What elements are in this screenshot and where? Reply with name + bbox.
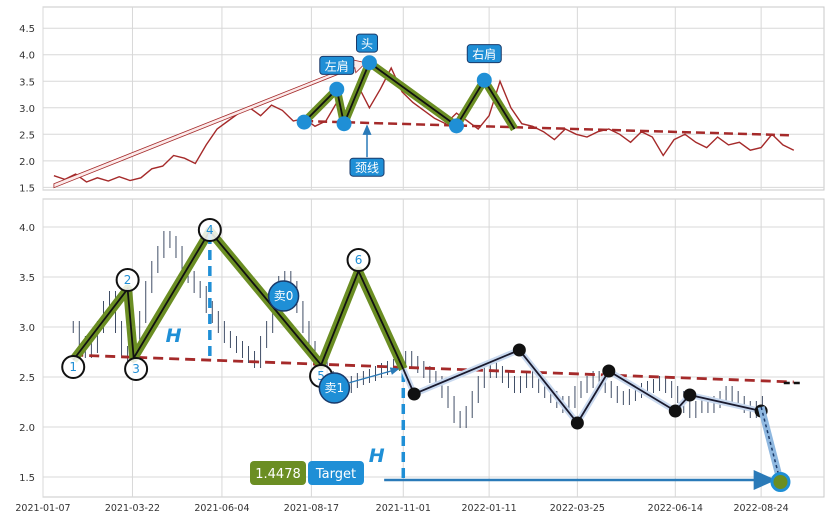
post-pattern-point [668,404,682,418]
post-pattern-point [570,416,584,430]
x-tick-label: 2022-01-11 [462,503,517,514]
pattern-point-label: 3 [132,362,140,376]
right-shoulder-label: 右肩 [472,47,496,62]
bottom-grid [42,199,824,497]
bottom-y-tick-label: 4.0 [19,223,35,234]
neckline-label-box [349,157,385,177]
post-pattern-point [602,364,616,378]
post-pattern-point [512,343,526,357]
top-plot-frame [42,6,825,191]
pattern-point-label: 6 [355,253,363,267]
sell-marker-label: 卖1 [325,381,345,395]
height-labels: HH [166,325,385,467]
projection-line [760,406,782,483]
pattern-point-label: 5 [317,369,325,383]
bottom-y-tick-label: 3.5 [19,273,35,284]
height-label: H [369,445,385,467]
target-label-box [308,461,364,485]
neckline-label: 颈线 [355,161,379,175]
top-y-tick-label: 4.0 [19,51,35,62]
pattern-point-3 [124,357,149,381]
pattern-point-2 [115,268,140,292]
target-label: Target [315,467,356,482]
x-tick-label: 2022-06-14 [648,503,703,514]
sell-marker-1 [318,372,351,404]
bottom-y-axis: 1.5 2.0 2.5 3.0 3.5 4.0 [19,223,35,484]
top-pattern-point [476,72,492,88]
bottom-neckline-line [73,353,794,384]
bottom-plot-frame [42,198,825,498]
left-shoulder-label-box [319,55,355,75]
x-tick-label: 2021-01-07 [15,503,70,514]
x-tick-label: 2022-03-25 [550,503,605,514]
top-pattern-point [361,55,377,71]
top-pattern-point [329,81,345,97]
top-pattern-point [296,114,312,130]
x-tick-label: 2022-08-24 [734,503,789,514]
pattern-points: 1 2 3 4 5 6 [61,218,371,388]
pattern-point-label: 4 [206,223,214,237]
height-lines [208,234,406,481]
pattern-point-6 [346,248,371,272]
top-y-tick-label: 1.5 [19,183,35,194]
top-pattern-markers [296,55,492,134]
pattern-point-label: 1 [69,360,77,374]
post-pattern-point [407,387,421,401]
top-grid [42,7,824,190]
post-pattern [400,343,768,430]
x-tick-label: 2021-08-17 [284,503,339,514]
top-neckline-line [304,119,794,137]
height-label: H [166,325,182,347]
top-price-line [53,66,795,183]
top-y-tick-label: 2.5 [19,130,35,141]
pattern-point-label: 2 [124,273,132,287]
top-y-axis: 1.5 2.0 2.5 3.0 3.5 4.0 4.5 [19,24,35,194]
target-end-marker [770,472,791,492]
head-label: 头 [361,37,373,51]
x-tick-label: 2021-03-22 [105,503,160,514]
left-shoulder-label: 左肩 [325,58,349,73]
post-pattern-point [683,388,697,402]
top-y-tick-label: 3.5 [19,77,35,88]
sell1-pointer [348,367,400,384]
top-y-tick-label: 4.5 [19,24,35,35]
pattern-point-1 [61,355,86,379]
top-neckline [304,119,794,137]
top-pattern-point [336,116,352,132]
bottom-x-axis: 2021-01-07 2021-03-22 2021-06-04 2021-08-17… [15,503,788,514]
top-y-tick-label: 2.0 [19,157,35,168]
bottom-y-tick-label: 2.5 [19,373,35,384]
right-shoulder-label-box [466,44,502,64]
x-tick-label: 2021-11-01 [376,503,431,514]
bottom-neckline [73,353,794,384]
head-label-box [356,33,379,53]
projection [757,381,804,483]
top-y-tick-label: 3.0 [19,104,35,115]
target-value: 1.4478 [255,467,301,482]
bottom-y-tick-label: 2.0 [19,423,35,434]
sell-marker-label: 卖0 [274,289,294,303]
target-annotation: 1.4478 Target [250,461,791,492]
target-value-box [250,461,306,485]
top-price-series [53,66,795,183]
sell-markers: 卖0 卖1 [267,280,400,404]
top-pattern-point [448,118,464,134]
bottom-y-tick-label: 1.5 [19,473,35,484]
bottom-y-tick-label: 3.0 [19,323,35,334]
x-tick-label: 2021-06-04 [194,503,249,514]
sell-marker-0 [267,280,300,312]
pattern-point-4 [197,218,222,242]
bottom-panel: 1.52.02.53.03.54.0 2021-01-07 2021-03-22 2… [15,198,825,514]
